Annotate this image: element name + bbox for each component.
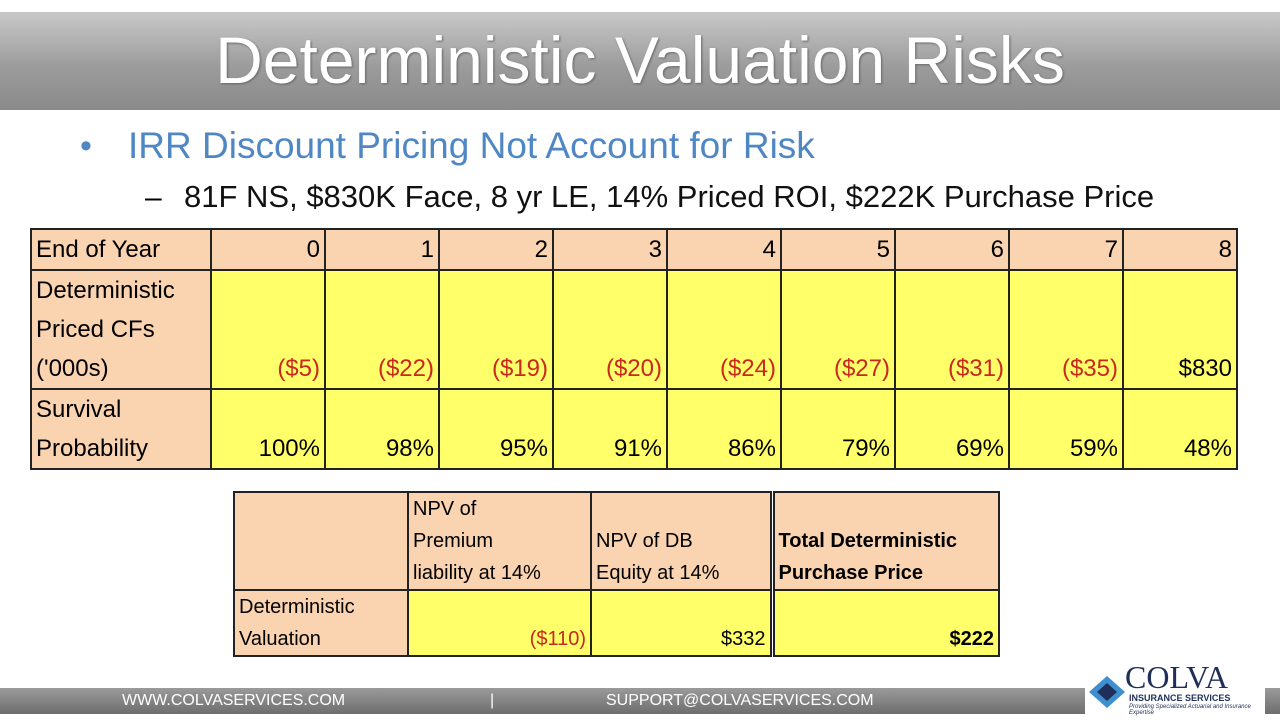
table-cell: NPV of DB Equity at 14% xyxy=(590,491,773,591)
footer-bar: WWW.COLVASERVICES.COM | SUPPORT@COLVASER… xyxy=(0,688,1280,714)
table-cell: ($19) xyxy=(438,269,554,390)
table-cell: ($5) xyxy=(210,269,326,390)
table-row: Deterministic Priced CFs ('000s) ($5) ($22… xyxy=(30,269,1238,390)
table-cell: 86% xyxy=(666,388,782,470)
slide-title: Deterministic Valuation Risks xyxy=(215,23,1065,97)
table-cell: 3 xyxy=(552,228,668,271)
table-cell: 4 xyxy=(666,228,782,271)
bullet-marker: • xyxy=(80,127,92,165)
table-cell: Deterministic Priced CFs ('000s) xyxy=(30,269,212,390)
table-cell: 69% xyxy=(894,388,1010,470)
table-cell: 100% xyxy=(210,388,326,470)
table-row: NPV of Premium liability at 14% NPV of DB… xyxy=(233,491,1000,591)
table-cell: NPV of Premium liability at 14% xyxy=(407,491,592,591)
table-cell: 0 xyxy=(210,228,326,271)
footer-separator: | xyxy=(490,692,495,709)
table-cell xyxy=(233,491,409,591)
table-cell: 2 xyxy=(438,228,554,271)
table-cell: Total Deterministic Purchase Price xyxy=(769,491,1000,591)
logo-mark xyxy=(1089,676,1125,708)
table-cell: $332 xyxy=(590,589,773,657)
table-cell: Deterministic Valuation xyxy=(233,589,409,657)
table-cell: End of Year xyxy=(30,228,212,271)
table-row: Deterministic Valuation ($110) $332 $222 xyxy=(233,589,1000,657)
table-cell: 59% xyxy=(1008,388,1124,470)
table-cell: ($31) xyxy=(894,269,1010,390)
table-cell: 91% xyxy=(552,388,668,470)
table-cell: Survival Probability xyxy=(30,388,212,470)
sub-bullet-text: 81F NS, $830K Face, 8 yr LE, 14% Priced … xyxy=(184,179,1155,214)
table-row: Survival Probability 100% 98% 95% 91% 86% 79% 6… xyxy=(30,388,1238,470)
table-cell: $222 xyxy=(769,589,1000,657)
cash-flow-table: End of Year 0 1 2 3 4 5 6 7 8 Deterministic Priced… xyxy=(30,228,1238,470)
table-cell: ($35) xyxy=(1008,269,1124,390)
table-cell: ($27) xyxy=(780,269,896,390)
sub-bullet-marker: – xyxy=(145,181,162,214)
table-row: End of Year 0 1 2 3 4 5 6 7 8 xyxy=(30,228,1238,271)
table-cell: 95% xyxy=(438,388,554,470)
logo-subtitle: INSURANCE SERVICES xyxy=(1129,693,1231,703)
table-cell: 8 xyxy=(1122,228,1238,271)
table-cell: 48% xyxy=(1122,388,1238,470)
logo-name: COLVA xyxy=(1125,659,1229,695)
footer-website: WWW.COLVASERVICES.COM xyxy=(122,692,346,709)
table-cell: ($24) xyxy=(666,269,782,390)
table-cell: 7 xyxy=(1008,228,1124,271)
title-banner xyxy=(0,12,1280,110)
table-cell: $830 xyxy=(1122,269,1238,390)
table-cell: 1 xyxy=(324,228,440,271)
table-cell: 6 xyxy=(894,228,1010,271)
table-cell: 79% xyxy=(780,388,896,470)
table-cell: ($110) xyxy=(407,589,592,657)
bullet-text: IRR Discount Pricing Not Account for Ris… xyxy=(128,125,815,166)
table-cell: ($22) xyxy=(324,269,440,390)
table-cell: ($20) xyxy=(552,269,668,390)
footer-email: SUPPORT@COLVASERVICES.COM xyxy=(606,692,874,709)
logo-tagline: Providing Specialized Actuarial and Insu… xyxy=(1129,704,1251,716)
logo: COLVA INSURANCE SERVICES Providing Speci… xyxy=(1085,660,1265,718)
table-cell: 98% xyxy=(324,388,440,470)
table-cell: 5 xyxy=(780,228,896,271)
valuation-table: NPV of Premium liability at 14% NPV of DB… xyxy=(233,491,1000,657)
